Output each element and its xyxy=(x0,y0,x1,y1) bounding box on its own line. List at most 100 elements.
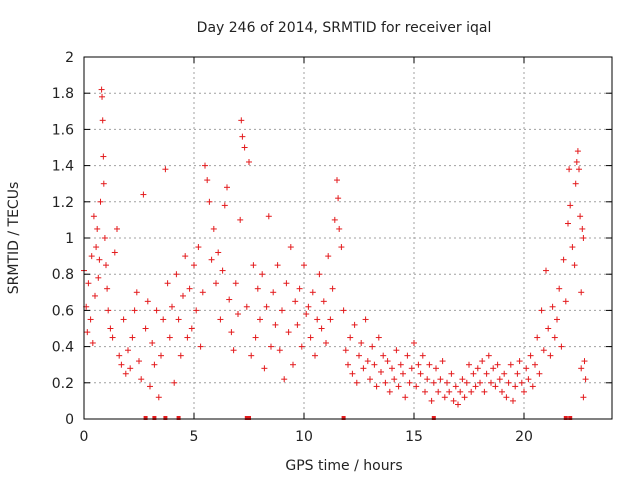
data-point xyxy=(565,220,571,227)
data-point xyxy=(279,307,285,314)
data-point xyxy=(193,307,200,314)
data-point xyxy=(305,303,312,310)
data-point xyxy=(270,289,277,296)
data-point xyxy=(129,334,136,341)
data-point xyxy=(217,316,224,323)
data-point xyxy=(448,370,455,377)
data-point xyxy=(402,394,409,401)
data-point xyxy=(369,343,376,350)
data-point xyxy=(581,358,588,365)
data-point xyxy=(265,213,272,220)
data-point xyxy=(578,365,585,372)
data-point xyxy=(155,394,162,401)
data-point xyxy=(261,365,268,372)
data-point xyxy=(474,365,481,372)
y-tick-label: 1.4 xyxy=(52,159,74,175)
data-point xyxy=(435,388,442,395)
data-point xyxy=(283,280,290,287)
data-point xyxy=(95,274,102,281)
data-point xyxy=(554,316,560,323)
data-point xyxy=(373,383,380,390)
data-point xyxy=(505,379,512,386)
data-point xyxy=(393,347,400,354)
data-point xyxy=(488,379,494,386)
data-point xyxy=(206,198,213,205)
data-point xyxy=(380,352,387,359)
data-point xyxy=(263,303,270,310)
data-point xyxy=(298,343,305,350)
data-point xyxy=(118,361,125,368)
x-tick-label: 0 xyxy=(80,429,89,445)
data-point xyxy=(127,365,134,372)
data-point xyxy=(257,316,263,323)
data-point xyxy=(116,352,123,359)
data-point xyxy=(459,376,466,383)
data-point xyxy=(415,361,422,368)
y-tick-label: 1.6 xyxy=(52,122,74,138)
data-point xyxy=(501,370,508,377)
data-point xyxy=(246,158,252,165)
data-points xyxy=(81,86,589,420)
data-point xyxy=(177,352,184,359)
data-point xyxy=(481,388,488,395)
data-point xyxy=(578,289,585,296)
zero-value-marker xyxy=(247,416,251,420)
data-point xyxy=(239,133,246,140)
data-point xyxy=(490,365,497,372)
data-point xyxy=(259,271,266,278)
data-point xyxy=(450,397,457,404)
data-point xyxy=(294,321,301,328)
data-point xyxy=(238,117,245,124)
data-point xyxy=(213,280,219,287)
chart-title: Day 246 of 2014, SRMTID for receiver iqa… xyxy=(197,20,492,36)
data-point xyxy=(153,307,160,314)
data-point xyxy=(175,316,182,323)
data-point xyxy=(276,347,283,354)
data-point xyxy=(309,289,316,296)
data-point xyxy=(472,383,479,390)
data-point xyxy=(556,285,563,292)
data-point xyxy=(545,325,552,332)
data-point xyxy=(479,358,486,365)
data-point xyxy=(514,370,521,377)
zero-value-marker xyxy=(244,416,249,420)
data-point xyxy=(100,153,107,160)
data-point xyxy=(507,361,514,368)
zero-value-marker xyxy=(163,416,168,420)
data-point xyxy=(325,253,332,260)
data-point xyxy=(131,307,138,314)
data-point xyxy=(184,334,191,341)
data-point xyxy=(492,383,499,390)
data-point xyxy=(452,383,459,390)
data-point xyxy=(406,379,413,386)
data-point xyxy=(230,347,237,354)
data-point xyxy=(468,388,475,395)
data-point xyxy=(353,379,360,386)
data-point xyxy=(164,280,171,287)
data-point xyxy=(404,352,411,359)
data-point xyxy=(158,352,164,359)
data-point xyxy=(125,347,131,354)
zero-value-marker xyxy=(563,416,568,420)
data-point xyxy=(188,325,195,332)
data-point xyxy=(351,321,358,328)
data-point xyxy=(142,325,149,332)
data-point xyxy=(345,361,351,368)
data-point xyxy=(400,370,406,377)
data-point xyxy=(347,334,354,341)
data-point xyxy=(463,379,470,386)
data-point xyxy=(99,93,106,100)
y-tick-label: 1 xyxy=(65,231,74,247)
data-point xyxy=(367,376,373,383)
data-point xyxy=(470,370,477,377)
data-point xyxy=(335,195,342,202)
data-point xyxy=(426,361,433,368)
data-point xyxy=(362,316,369,323)
data-point xyxy=(307,334,314,341)
data-point xyxy=(558,343,565,350)
x-tick-label: 15 xyxy=(405,429,423,445)
data-point xyxy=(397,361,404,368)
data-point xyxy=(114,225,120,232)
data-point xyxy=(395,383,402,390)
